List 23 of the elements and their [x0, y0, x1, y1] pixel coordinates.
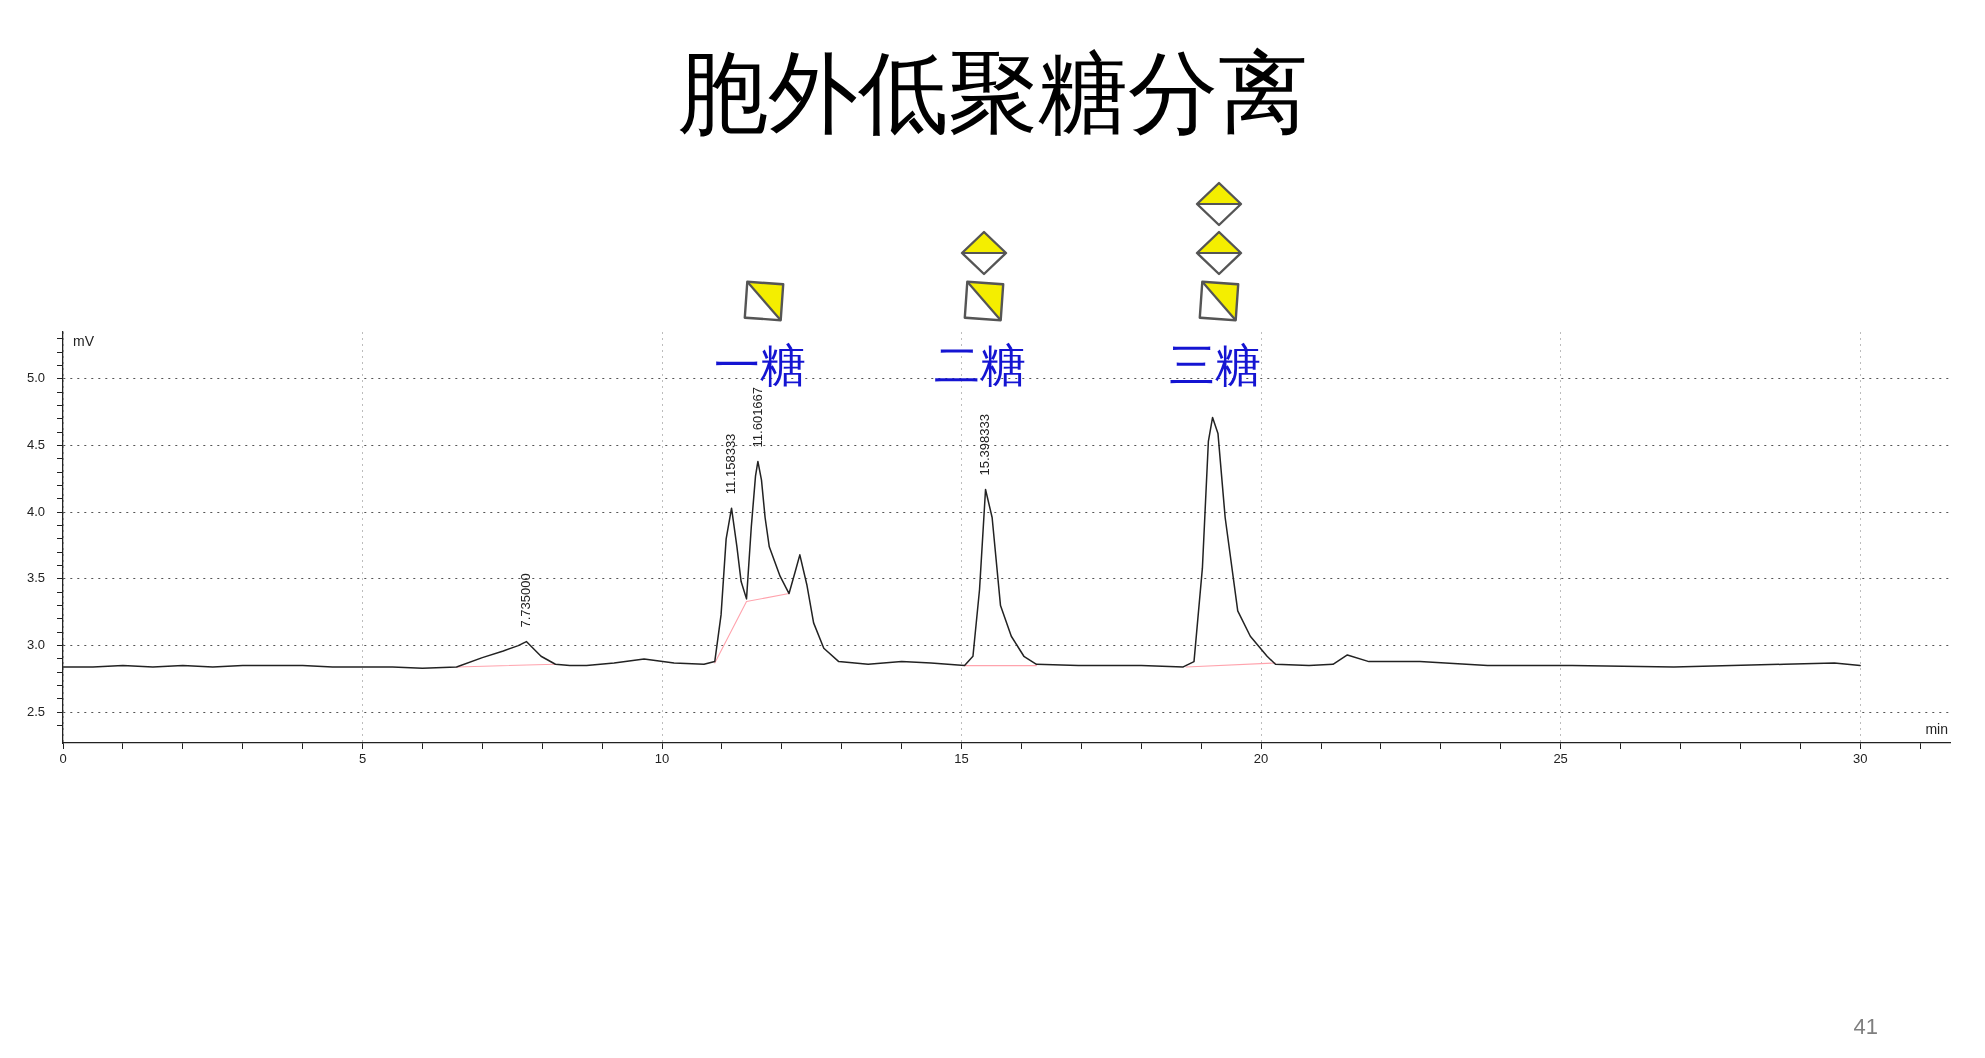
- y-tick-label: 3.0: [26, 637, 45, 653]
- annotation: 7.735000: [517, 573, 533, 628]
- y-tick-label: 2.5: [26, 703, 45, 719]
- x-tick-label: 30: [1852, 751, 1868, 767]
- x-tick-label: 10: [654, 751, 670, 767]
- y-axis-title: mV: [73, 332, 95, 349]
- y-tick-label: 3.5: [26, 570, 45, 586]
- x-axis-title: min: [1925, 720, 1948, 737]
- y-tick-label: 4.0: [26, 503, 45, 519]
- x-tick-label: 15: [954, 751, 969, 767]
- chart-title: 胞外低聚糖分离: [676, 39, 1309, 147]
- annotation: 11.158333: [723, 433, 739, 495]
- y-tick-label: 5.0: [26, 370, 45, 386]
- x-tick-label: 5: [358, 751, 367, 767]
- text: 41: [1853, 1014, 1878, 1040]
- annotation: 11.601667: [749, 386, 765, 448]
- x-tick-label: 20: [1253, 751, 1269, 767]
- x-tick-label: 25: [1553, 751, 1568, 767]
- x-tick-label: 0: [59, 751, 67, 767]
- annotation: 二糖: [933, 340, 1027, 391]
- annotation: 三糖: [1168, 340, 1262, 391]
- y-tick-label: 4.5: [26, 437, 45, 452]
- annotation: 15.398333: [977, 414, 993, 476]
